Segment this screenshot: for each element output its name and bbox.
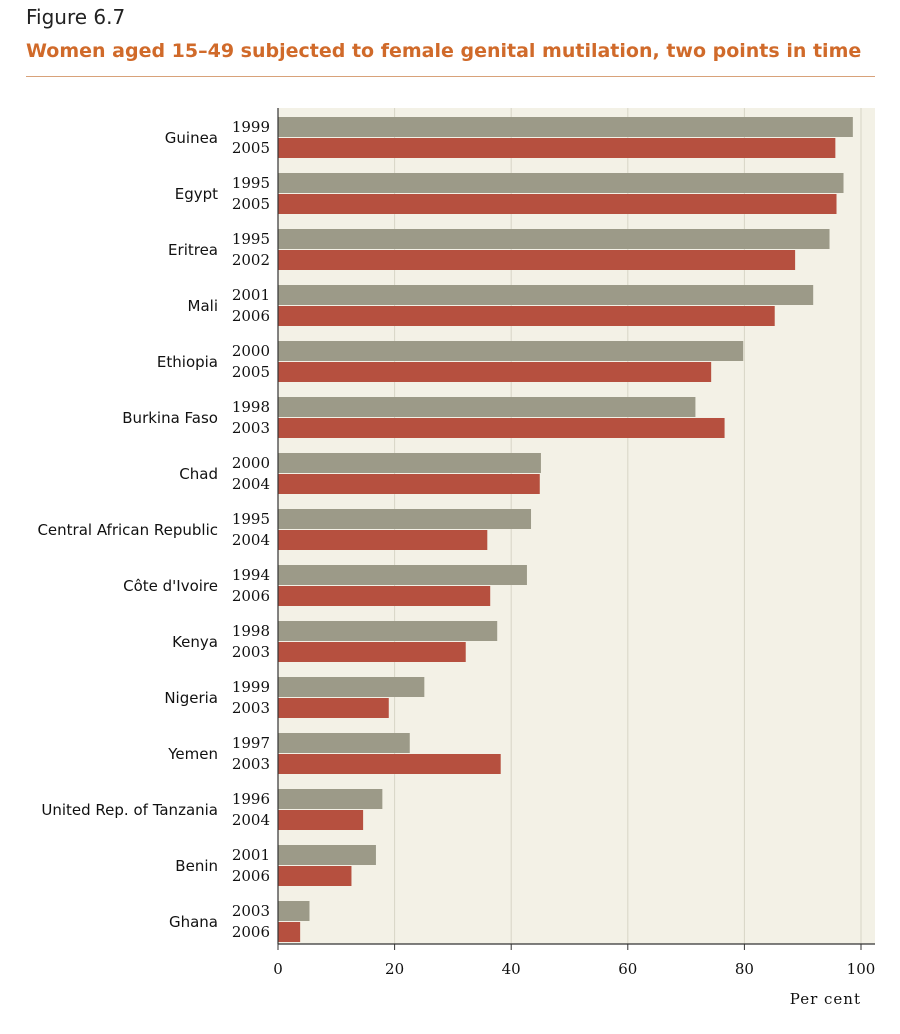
- category-label: Mali: [188, 297, 218, 315]
- bar-later: [278, 866, 352, 886]
- category-label: Yemen: [167, 745, 218, 763]
- bar-later: [278, 754, 501, 774]
- bar-later: [278, 530, 488, 550]
- bar-earlier: [278, 901, 310, 921]
- category-label: Central African Republic: [37, 521, 218, 539]
- year-label: 2000: [232, 454, 270, 472]
- year-label: 1999: [232, 678, 270, 696]
- bar-earlier: [278, 789, 383, 809]
- category-label: Kenya: [172, 633, 218, 651]
- year-label: 2003: [232, 643, 270, 661]
- bar-later: [278, 138, 836, 158]
- year-label: 2005: [232, 139, 270, 157]
- category-label: Ethiopia: [157, 353, 218, 371]
- year-label: 1995: [232, 510, 270, 528]
- bar-later: [278, 362, 712, 382]
- x-tick-label: 20: [385, 960, 404, 978]
- category-label: Egypt: [175, 185, 218, 203]
- year-label: 2004: [232, 811, 270, 829]
- category-label: Nigeria: [164, 689, 218, 707]
- year-label: 1999: [232, 118, 270, 136]
- year-label: 2006: [232, 867, 270, 885]
- category-labels: 1999 2005 Guinea 1995 2005 Egypt 1995 2002 Eritr…: [37, 118, 270, 941]
- year-label: 1994: [232, 566, 270, 584]
- bar-earlier: [278, 229, 830, 249]
- x-tick-label: 60: [618, 960, 637, 978]
- bar-earlier: [278, 677, 425, 697]
- year-label: 2004: [232, 475, 270, 493]
- category-label: Benin: [175, 857, 218, 875]
- x-tick-label: 0: [273, 960, 283, 978]
- bar-later: [278, 642, 466, 662]
- year-label: 2005: [232, 195, 270, 213]
- bar-later: [278, 474, 540, 494]
- bar-earlier: [278, 621, 498, 641]
- year-label: 2004: [232, 531, 270, 549]
- bar-earlier: [278, 453, 541, 473]
- category-label: Burkina Faso: [122, 409, 218, 427]
- x-axis-ticks: 0 20 40 60 80 100: [273, 944, 875, 978]
- category-label: Côte d'Ivoire: [123, 577, 218, 595]
- bar-earlier: [278, 845, 376, 865]
- category-label: Guinea: [165, 129, 218, 147]
- bar-earlier: [278, 341, 744, 361]
- year-label: 2003: [232, 902, 270, 920]
- x-tick-label: 100: [847, 960, 876, 978]
- year-label: 2006: [232, 307, 270, 325]
- category-label: Ghana: [169, 913, 218, 931]
- year-label: 2002: [232, 251, 270, 269]
- bar-earlier: [278, 285, 814, 305]
- year-label: 1997: [232, 734, 270, 752]
- bar-later: [278, 418, 725, 438]
- year-label: 1995: [232, 230, 270, 248]
- bar-later: [278, 922, 301, 942]
- bar-earlier: [278, 397, 696, 417]
- year-label: 2001: [232, 846, 270, 864]
- category-label: Eritrea: [168, 241, 218, 259]
- category-label: United Rep. of Tanzania: [41, 801, 218, 819]
- bar-later: [278, 306, 775, 326]
- title-divider: [26, 76, 875, 77]
- year-label: 2003: [232, 699, 270, 717]
- category-label: Chad: [179, 465, 218, 483]
- chart-title: Women aged 15–49 subjected to female gen…: [26, 40, 862, 62]
- year-label: 1996: [232, 790, 270, 808]
- x-tick-label: 40: [502, 960, 521, 978]
- year-label: 1998: [232, 398, 270, 416]
- bar-earlier: [278, 565, 527, 585]
- bar-earlier: [278, 733, 410, 753]
- year-label: 2005: [232, 363, 270, 381]
- x-axis-label: Per cent: [790, 990, 861, 1008]
- figure-label: Figure 6.7: [26, 5, 126, 29]
- year-label: 2000: [232, 342, 270, 360]
- bar-later: [278, 586, 491, 606]
- bar-later: [278, 698, 389, 718]
- bars: [278, 117, 853, 942]
- year-label: 2006: [232, 923, 270, 941]
- bar-later: [278, 194, 837, 214]
- year-label: 2003: [232, 755, 270, 773]
- year-label: 1998: [232, 622, 270, 640]
- bar-earlier: [278, 117, 853, 137]
- bar-later: [278, 810, 364, 830]
- year-label: 1995: [232, 174, 270, 192]
- bar-earlier: [278, 509, 532, 529]
- bar-later: [278, 250, 796, 270]
- year-label: 2001: [232, 286, 270, 304]
- year-label: 2003: [232, 419, 270, 437]
- x-tick-label: 80: [735, 960, 754, 978]
- bar-earlier: [278, 173, 844, 193]
- year-label: 2006: [232, 587, 270, 605]
